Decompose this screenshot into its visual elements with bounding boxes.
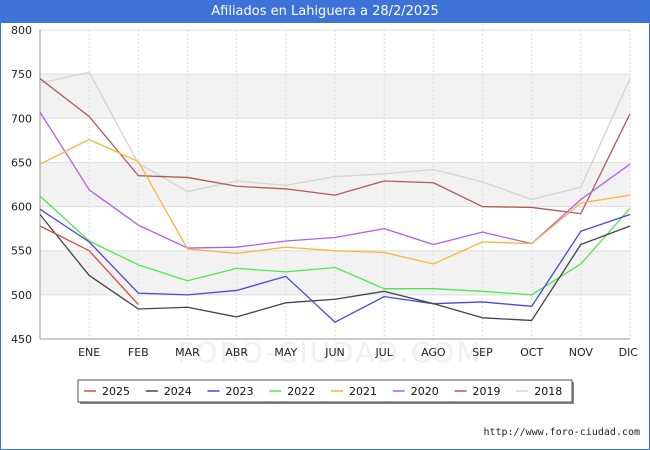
- x-tick-label: JUN: [324, 346, 345, 359]
- series-line-2023: [39, 208, 631, 323]
- legend-label-2025: 2025: [102, 385, 130, 398]
- x-tick-label: NOV: [569, 346, 594, 359]
- legend-label-2019: 2019: [473, 385, 501, 398]
- x-tick-label: FEB: [128, 346, 149, 359]
- x-tick-label: ENE: [78, 346, 100, 359]
- x-tick-label: ABR: [225, 346, 248, 359]
- legend: 2025 2024 2023 2022 2021 2020 2019 2018: [77, 379, 574, 404]
- y-tick-label: 500: [11, 289, 32, 302]
- series-lines: [39, 71, 631, 323]
- legend-label-2023: 2023: [226, 385, 254, 398]
- legend-label-2018: 2018: [534, 385, 562, 398]
- plot-background: [40, 30, 630, 339]
- legend-label-2020: 2020: [411, 385, 439, 398]
- x-tick-label: AGO: [421, 346, 446, 359]
- series-line-2024: [39, 214, 631, 322]
- x-tick-label: DIC: [619, 346, 639, 359]
- x-axis-ticks: ENE FEB MAR ABR MAY JUN JUL AGO SEP OCT NOV DIC: [78, 346, 638, 359]
- legend-label-2021: 2021: [349, 385, 377, 398]
- x-tick-label: MAR: [175, 346, 200, 359]
- y-tick-label: 800: [11, 24, 32, 37]
- legend-label-2024: 2024: [164, 385, 192, 398]
- source-link[interactable]: http://www.foro-ciudad.com: [483, 427, 640, 438]
- series-line-2025: [39, 225, 139, 306]
- x-tick-label: OCT: [520, 346, 543, 359]
- y-axis-ticks: 450 500 550 600 650 700 750 800: [11, 24, 32, 346]
- x-tick-label: JUL: [374, 346, 393, 359]
- y-tick-label: 450: [11, 333, 32, 346]
- legend-box: [77, 379, 573, 403]
- y-tick-label: 700: [11, 112, 32, 125]
- watermark: FORO-CIUDAD.COM: [177, 336, 482, 369]
- series-line-2021: [39, 138, 631, 265]
- x-tick-label: SEP: [472, 346, 493, 359]
- y-tick-label: 550: [11, 245, 32, 258]
- y-tick-label: 650: [11, 156, 32, 169]
- chart-title: Afiliados en Lahiguera a 28/2/2025: [0, 0, 650, 23]
- series-line-2018: [39, 71, 631, 201]
- series-line-2022: [39, 195, 631, 296]
- legend-label-2022: 2022: [287, 385, 315, 398]
- y-tick-label: 750: [11, 68, 32, 81]
- x-tick-label: MAY: [274, 346, 297, 359]
- grid-lines: [39, 29, 631, 340]
- y-tick-label: 600: [11, 201, 32, 214]
- series-line-2019: [39, 78, 631, 215]
